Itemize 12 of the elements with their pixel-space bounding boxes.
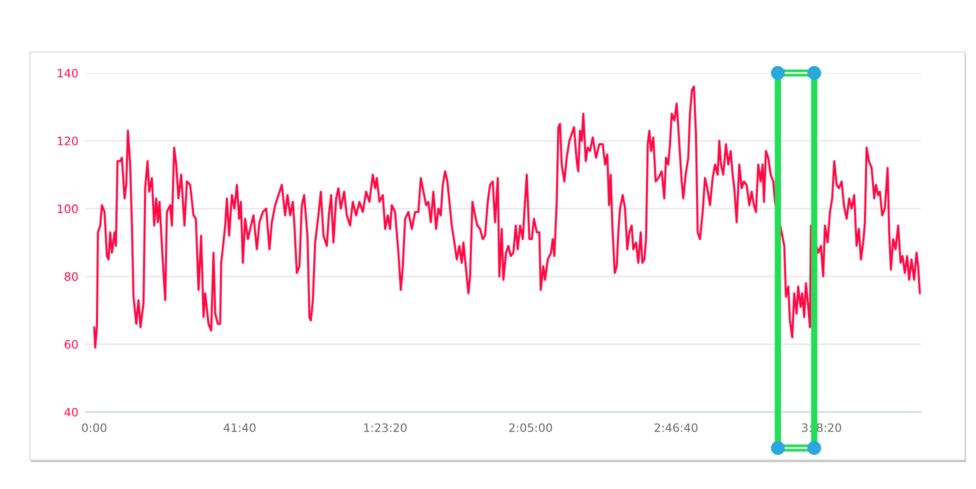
y-tick-label: 120 (58, 136, 78, 146)
x-tick-label: 2:46:40 (654, 423, 698, 432)
y-tick-label: 40 (64, 408, 78, 417)
y-tick-label: 60 (64, 340, 78, 349)
y-tick-label: 80 (64, 272, 78, 281)
x-tick-label: 1:23:20 (364, 423, 407, 432)
y-tick-label: 100 (58, 204, 78, 214)
line-series (93, 86, 921, 349)
x-tick-label: 2:05:00 (509, 423, 552, 432)
y-tick-label: 140 (58, 68, 78, 78)
x-tick-label: 0:00 (82, 423, 106, 432)
x-tick-label: 41:40 (224, 423, 256, 432)
